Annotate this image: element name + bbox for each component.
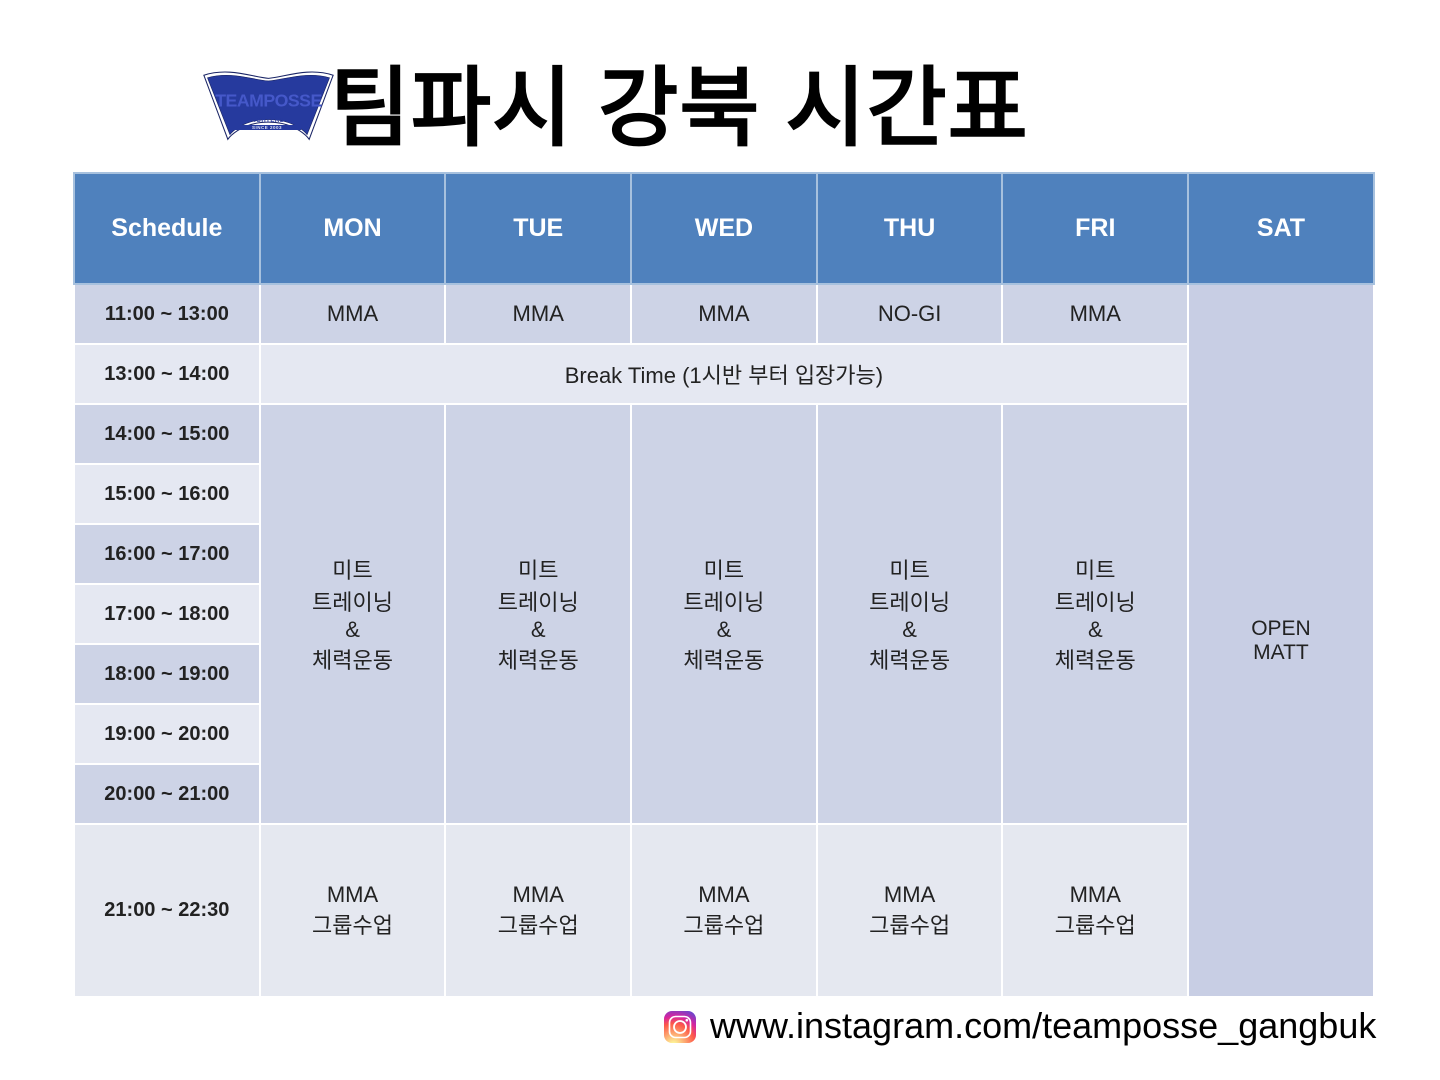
svg-text:TEAMPOSSE: TEAMPOSSE — [215, 91, 322, 111]
